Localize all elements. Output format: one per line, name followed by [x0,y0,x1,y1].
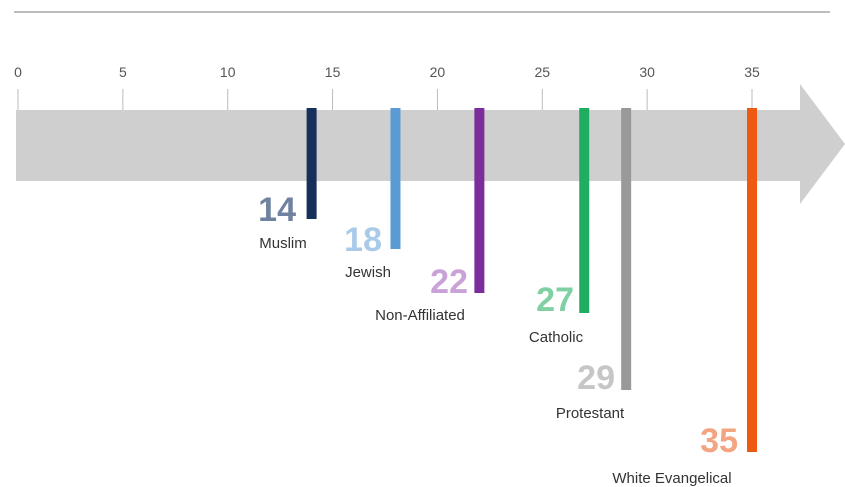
category-label: Protestant [556,405,625,422]
value-label: 27 [536,281,574,319]
bar-markers: 14 Muslim 18 Jewish 22 Non-Affiliated 27 Cathol… [258,108,757,487]
bar-protestant [621,108,632,390]
bar-catholic [579,108,590,313]
value-label: 22 [430,263,468,301]
bar-jewish [390,108,401,249]
tick-label: 5 [119,64,127,80]
axis-ticks: 0 5 10 15 20 25 30 35 [14,64,760,110]
value-label: 29 [577,359,615,397]
tick-label: 30 [639,64,655,80]
category-label: Catholic [529,329,584,346]
category-label: Muslim [259,235,307,252]
tick-label: 25 [534,64,550,80]
value-label: 18 [344,221,382,259]
bar-non-affiliated [474,108,485,293]
tick-label: 35 [744,64,760,80]
category-label: Non-Affiliated [375,307,465,324]
bar-muslim [306,108,317,219]
value-label: 14 [258,191,296,229]
category-label: Jewish [345,264,391,281]
bar-white-evangelical [747,108,757,452]
tick-label: 15 [325,64,341,80]
category-label: White Evangelical [612,470,731,487]
value-label: 35 [700,422,738,460]
tick-label: 10 [220,64,236,80]
tick-label: 0 [14,64,22,80]
tick-label: 20 [430,64,446,80]
axis-arrow [16,84,845,204]
